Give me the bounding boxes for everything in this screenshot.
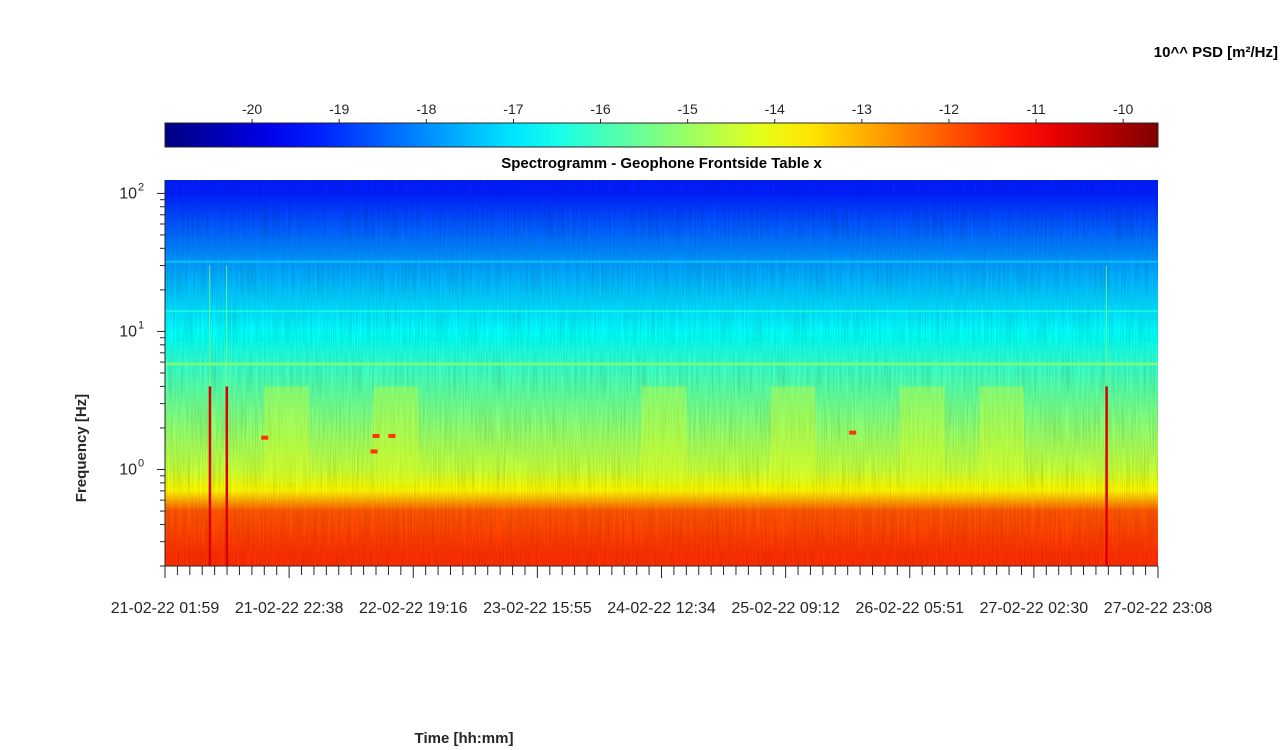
colorbar-gradient — [164, 122, 1159, 148]
event-blob — [388, 433, 396, 438]
colorbar-tick-label: -16 — [590, 101, 610, 117]
event-spike-upper — [209, 265, 211, 387]
activity-patch — [373, 386, 419, 483]
y-tick-label: 10 — [119, 323, 137, 340]
colorbar-tick-label: -20 — [242, 101, 262, 117]
colorbar-ticks: -20 -19 -18 -17 -16 -15 -14 -13 -12 -11 -10 — [242, 101, 1133, 123]
y-tick-exponent: 1 — [138, 319, 144, 331]
colorbar-tick-label: -17 — [503, 101, 523, 117]
colorbar-tick-label: -10 — [1113, 101, 1133, 117]
resonance-line — [165, 260, 1158, 263]
event-spike-upper — [226, 265, 228, 387]
colorbar-tick-label: -14 — [765, 101, 785, 117]
colorbar-tick-label: -11 — [1026, 101, 1045, 117]
colorbar-title: 10^^ PSD [m²/Hz] — [1153, 44, 1278, 61]
activity-patch — [264, 386, 310, 483]
spectrogram — [165, 180, 1158, 566]
y-tick-exponent: 2 — [138, 181, 144, 193]
colorbar-tick-label: -12 — [939, 101, 959, 117]
y-tick-label: 10 — [119, 185, 137, 202]
x-axis-ticks: 21-02-22 01:59 21-02-22 22:38 22-02-22 19:… — [111, 566, 1213, 617]
y-tick-label: 10 — [119, 462, 137, 479]
x-tick-label: 25-02-22 09:12 — [731, 600, 840, 617]
activity-patch — [979, 386, 1025, 483]
x-axis-label: Time [hh:mm] — [414, 730, 514, 747]
colorbar: -20 -19 -18 -17 -16 -15 -14 -13 -12 -11 -10 — [164, 101, 1159, 148]
resonance-line — [165, 310, 1158, 313]
colorbar-tick-label: -13 — [852, 101, 872, 117]
resonance-line — [165, 240, 1158, 242]
x-tick-label: 22-02-22 19:16 — [359, 600, 468, 617]
event-blob — [849, 430, 857, 435]
activity-patch — [770, 386, 816, 483]
event-spike — [1105, 386, 1108, 566]
colorbar-tick-label: -18 — [416, 101, 436, 117]
y-tick-exponent: 0 — [138, 458, 144, 470]
colorbar-tick-label: -15 — [678, 101, 698, 117]
event-spike — [208, 386, 212, 566]
x-tick-label: 21-02-22 01:59 — [111, 600, 220, 617]
x-tick-label: 23-02-22 15:55 — [483, 600, 592, 617]
activity-patch — [899, 386, 945, 483]
spectrogram-image — [165, 180, 1158, 566]
event-blob — [261, 435, 269, 440]
event-blob — [370, 449, 378, 454]
x-tick-label: 27-02-22 23:08 — [1104, 600, 1213, 617]
x-tick-label: 24-02-22 12:34 — [607, 600, 716, 617]
x-tick-label: 21-02-22 22:38 — [235, 600, 344, 617]
spectrogram-features — [165, 240, 1158, 566]
event-spike-upper — [1105, 265, 1107, 387]
resonance-line — [165, 362, 1158, 366]
event-blob — [372, 433, 380, 438]
event-spike — [225, 386, 229, 566]
colorbar-tick-label: -19 — [329, 101, 349, 117]
activity-patch — [641, 386, 687, 483]
x-tick-label: 27-02-22 02:30 — [980, 600, 1089, 617]
x-tick-label: 26-02-22 05:51 — [855, 600, 964, 617]
chart-title: Spectrogramm - Geophone Frontside Table … — [501, 155, 822, 172]
y-axis-label: Frequency [Hz] — [73, 393, 90, 503]
